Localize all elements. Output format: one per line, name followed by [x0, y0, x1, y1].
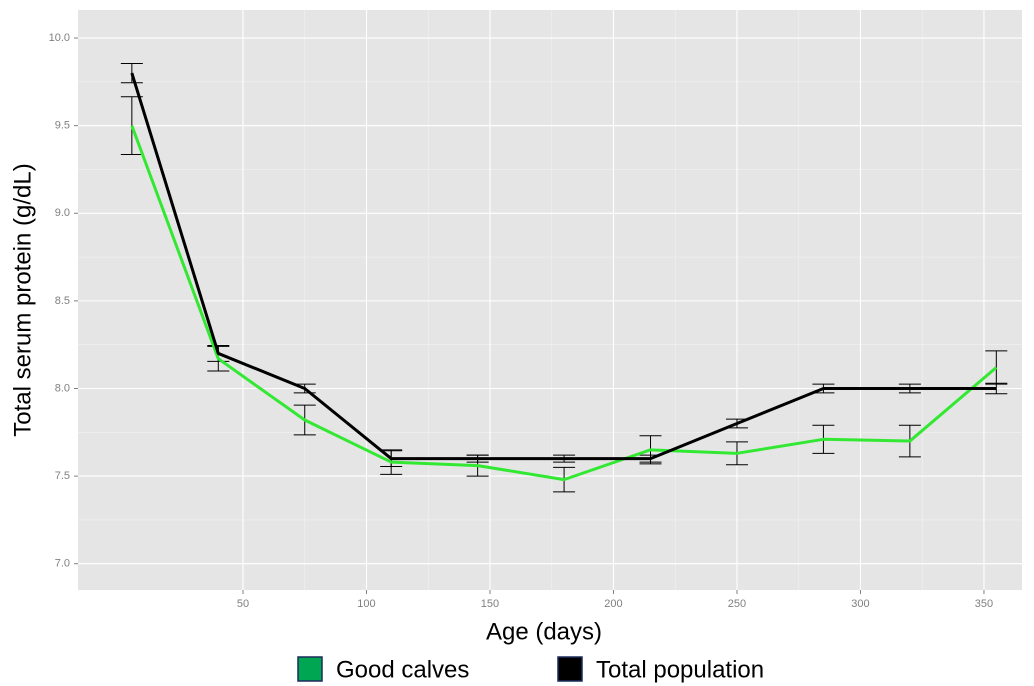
legend-label: Total population: [596, 656, 764, 683]
y-tick-label: 7.0: [55, 558, 70, 570]
series-line: [130, 125, 998, 482]
y-tick-label: 10.0: [49, 32, 70, 44]
y-tick-label: 9.0: [55, 207, 70, 219]
legend-swatch: [297, 656, 323, 682]
y-tick-label: 8.5: [55, 295, 70, 307]
x-tick-label: 200: [604, 598, 622, 610]
x-tick-label: 300: [851, 598, 869, 610]
y-tick-label: 9.5: [55, 120, 70, 132]
x-tick-label: 100: [357, 598, 375, 610]
legend-swatch: [557, 656, 583, 682]
x-tick-label: 350: [975, 598, 993, 610]
y-tick-label: 7.5: [55, 470, 70, 482]
series-line: [130, 72, 997, 461]
y-axis-label: Total serum protein (g/dL): [9, 163, 36, 436]
plot-background: [78, 10, 1022, 590]
y-tick-label: 8.0: [55, 382, 70, 394]
legend-label: Good calves: [336, 656, 469, 683]
x-tick-label: 150: [481, 598, 499, 610]
x-axis-label: Age (days): [486, 618, 602, 645]
x-tick-label: 50: [237, 598, 249, 610]
x-tick-label: 250: [728, 598, 746, 610]
